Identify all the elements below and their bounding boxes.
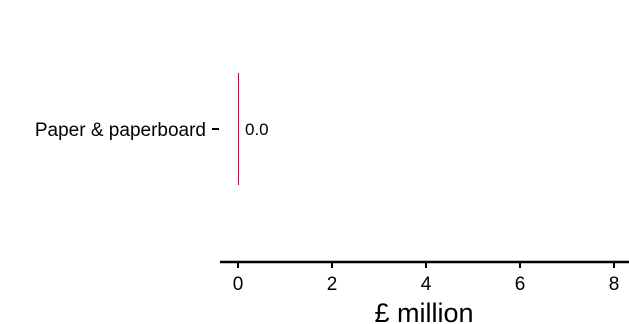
x-tick-label: 2 bbox=[327, 274, 338, 295]
data-label: 0.0 bbox=[245, 120, 269, 139]
bar bbox=[238, 73, 239, 185]
bars: 0.0 bbox=[238, 73, 269, 185]
x-tick-label: 8 bbox=[609, 274, 620, 295]
category-label: Paper & paperboard bbox=[35, 120, 206, 141]
x-tick-label: 4 bbox=[421, 274, 432, 295]
y-axis: Paper & paperboard bbox=[35, 120, 219, 141]
x-tick-label: 0 bbox=[233, 274, 244, 295]
x-axis-title: £ million bbox=[374, 298, 473, 324]
x-tick-label: 6 bbox=[515, 274, 526, 295]
x-axis: 0 2 4 6 8 bbox=[220, 260, 629, 295]
